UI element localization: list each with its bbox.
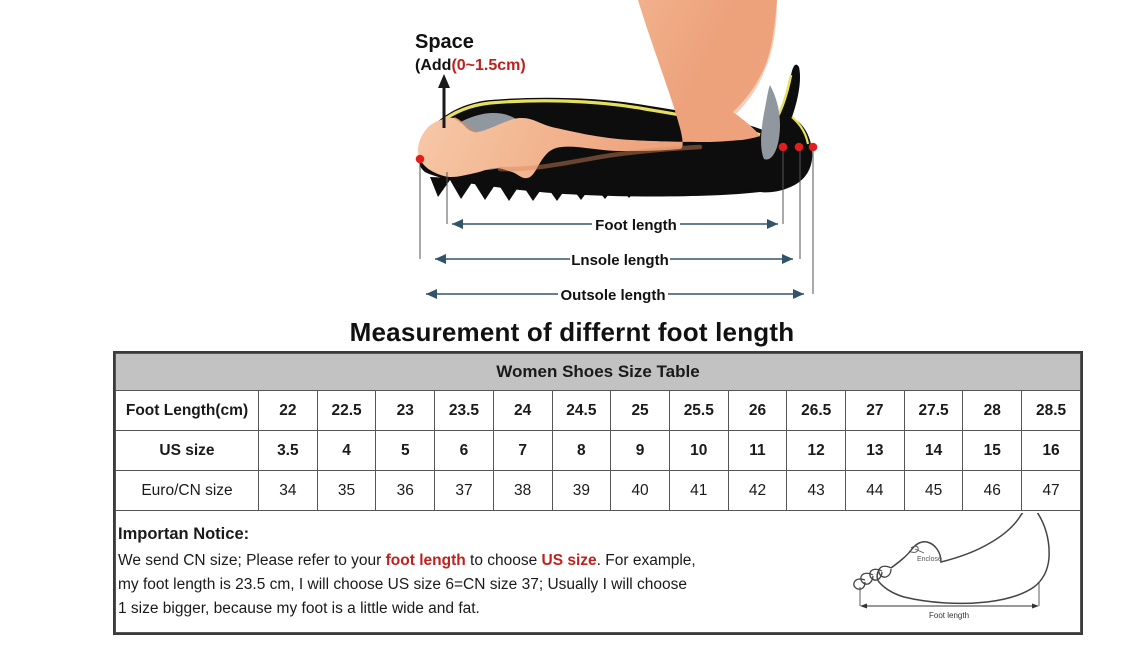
svg-text:Outsole length: Outsole length — [561, 287, 666, 304]
svg-text:(Add(0~1.5cm): (Add(0~1.5cm) — [415, 57, 526, 74]
svg-text:Enclose: Enclose — [917, 556, 942, 563]
svg-text:Space: Space — [415, 31, 474, 53]
svg-text:Foot length: Foot length — [595, 217, 677, 234]
svg-text:Foot length: Foot length — [929, 611, 969, 620]
svg-text:Lnsole length: Lnsole length — [571, 252, 669, 269]
